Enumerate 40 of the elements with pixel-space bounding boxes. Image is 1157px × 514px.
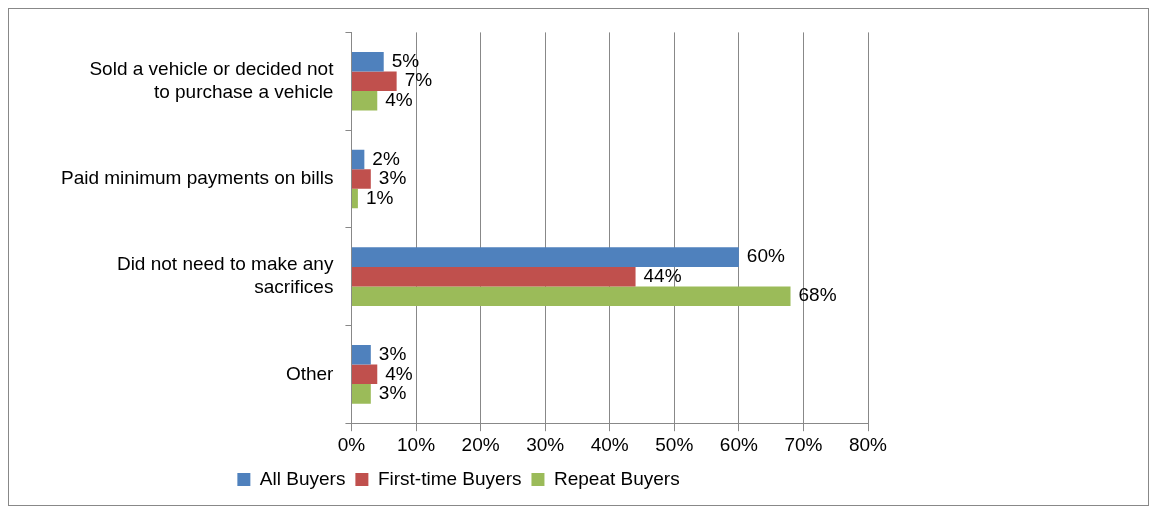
bar [351,149,365,170]
data-label: 68% [798,284,837,306]
data-label: 44% [643,264,682,286]
x-tick-label: 0% [337,433,366,455]
data-label: 2% [372,147,400,169]
bar [351,188,358,209]
x-tick-label: 60% [719,433,758,455]
bar [351,247,739,267]
data-label: 4% [385,89,413,111]
bar [351,51,384,72]
x-tick-label: 30% [526,433,565,455]
bar [351,91,378,111]
bar [351,345,371,365]
bar [351,384,371,404]
bar [351,71,397,92]
data-label: 3% [378,343,407,365]
data-label: 3% [378,382,407,404]
x-tick-label: 40% [590,433,629,455]
data-label: 3% [378,167,407,189]
data-label: 60% [746,245,785,267]
bar [351,286,791,306]
legend-label: First-time Buyers [377,467,522,489]
data-label: 1% [365,186,394,208]
y-tick-label: Sold a vehicle or decided not to purchase a vehicle [89,58,335,102]
bar [351,169,371,189]
x-tick-label: 10% [396,433,436,455]
x-tick-label: 70% [784,433,823,455]
legend-label: Repeat Buyers [553,467,680,489]
y-tick-label: Did not need to make any sacrifices [116,253,334,298]
data-label: 7% [404,69,433,91]
y-tick-label: Paid minimum payments on bills [60,167,334,189]
x-tick-label: 50% [655,433,694,455]
data-label: 5% [391,49,420,71]
data-label: 4% [385,362,413,384]
bar [351,364,378,385]
x-tick-label: 20% [461,433,500,455]
legend-label: All Buyers [259,467,346,489]
bar [351,266,636,287]
y-tick-label: Other [285,362,335,384]
x-tick-label: 80% [848,433,888,455]
